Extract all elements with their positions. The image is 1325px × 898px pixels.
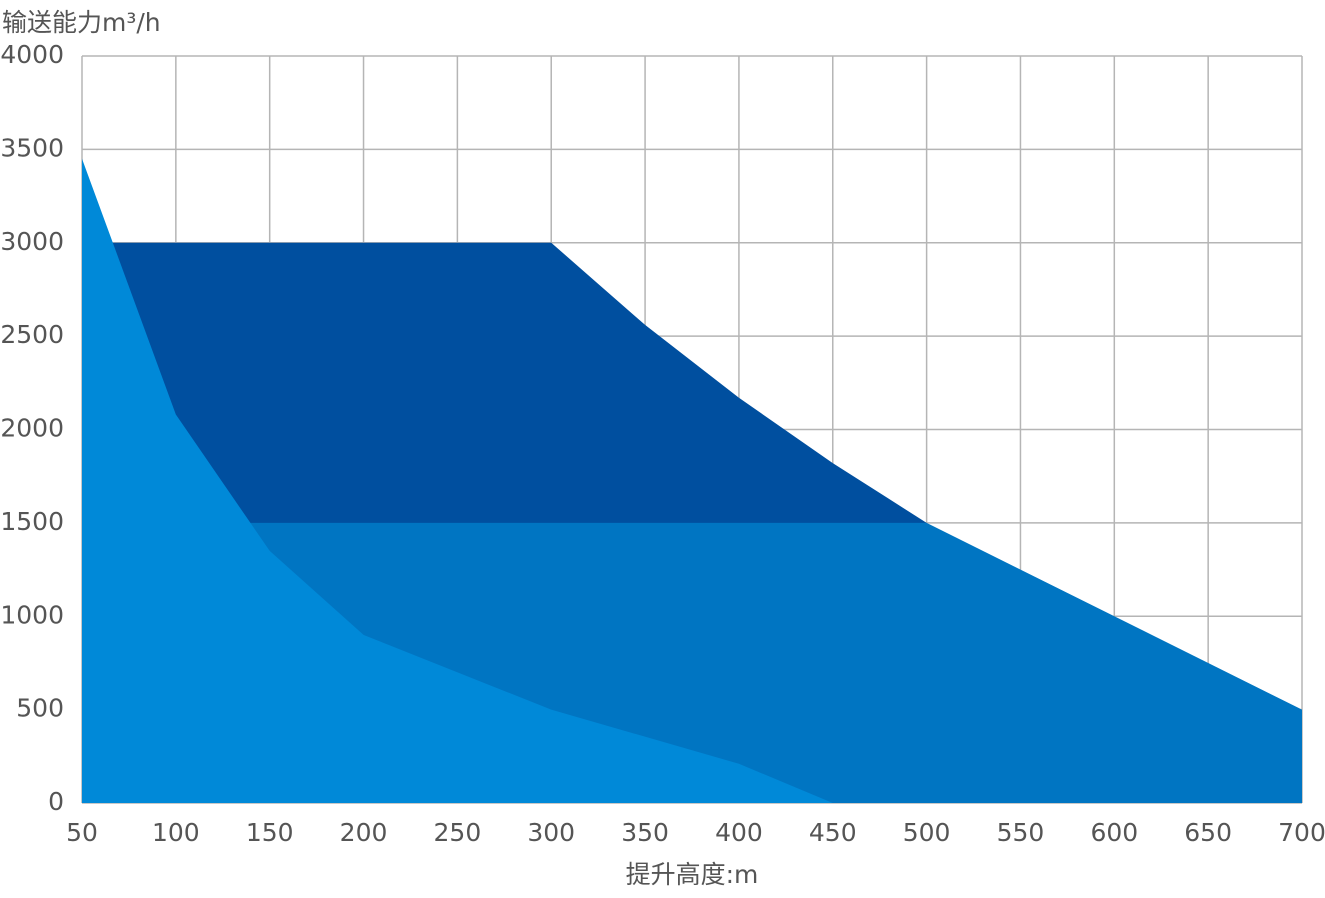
x-tick-label: 300 bbox=[527, 818, 575, 847]
y-tick-label: 2500 bbox=[0, 320, 64, 349]
x-tick-label: 150 bbox=[246, 818, 294, 847]
x-tick-label: 200 bbox=[340, 818, 388, 847]
y-tick-label: 1000 bbox=[0, 600, 64, 629]
y-tick-label: 4000 bbox=[0, 40, 64, 69]
x-tick-label: 250 bbox=[434, 818, 482, 847]
y-tick-label: 0 bbox=[48, 787, 64, 816]
x-tick-label: 550 bbox=[997, 818, 1045, 847]
y-tick-label: 1500 bbox=[0, 507, 64, 536]
y-tick-label: 3500 bbox=[0, 133, 64, 162]
y-axis-label: 输送能力m³/h bbox=[2, 8, 161, 37]
x-tick-label: 700 bbox=[1278, 818, 1325, 847]
area bbox=[82, 158, 833, 803]
x-tick-label: 650 bbox=[1184, 818, 1232, 847]
x-tick-label: 350 bbox=[621, 818, 669, 847]
y-tick-label: 2000 bbox=[0, 414, 64, 443]
y-tick-label: 3000 bbox=[0, 227, 64, 256]
x-tick-label: 100 bbox=[152, 818, 200, 847]
x-tick-label: 50 bbox=[66, 818, 98, 847]
x-tick-label: 450 bbox=[809, 818, 857, 847]
x-tick-label: 600 bbox=[1090, 818, 1138, 847]
y-tick-label: 500 bbox=[16, 694, 64, 723]
x-tick-label: 500 bbox=[903, 818, 951, 847]
x-tick-label: 400 bbox=[715, 818, 763, 847]
x-axis-label: 提升高度:m bbox=[626, 860, 759, 889]
